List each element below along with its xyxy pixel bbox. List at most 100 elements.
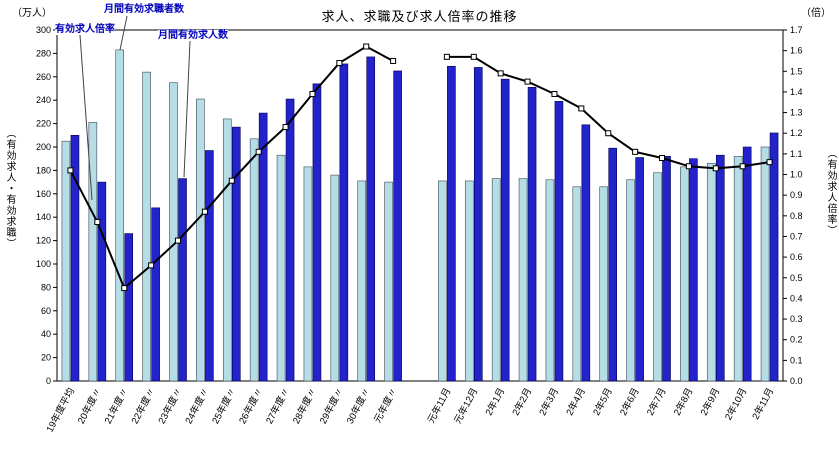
bar-seekers (276, 154, 286, 382)
x-tick-label: 28年度〃 (290, 386, 319, 426)
left-tick-label: 200 (36, 142, 51, 152)
left-axis-label: （有効求人・有効求職） (4, 128, 15, 249)
left-tick-label: 240 (36, 95, 51, 105)
bar-seekers (61, 140, 71, 382)
left-tick-label: 100 (36, 259, 51, 269)
x-tick-label: 2年4月 (564, 386, 588, 418)
x-tick-label: 23年度〃 (156, 386, 185, 426)
bar-openings (285, 98, 295, 382)
bar-openings (500, 78, 510, 382)
bar-seekers (599, 186, 609, 382)
bar-openings (473, 67, 483, 382)
bar-openings (554, 101, 564, 382)
bar-seekers (653, 172, 662, 382)
bar-openings (527, 87, 537, 382)
left-axis-unit: （万人） (12, 8, 52, 19)
bar-seekers (142, 71, 151, 382)
x-tick-label: 24年度〃 (183, 386, 212, 426)
right-tick-label: 0.1 (790, 355, 803, 365)
ratio-marker (470, 53, 477, 60)
x-tick-label: 29年度〃 (317, 386, 346, 426)
ratio-marker (659, 155, 665, 162)
bar-seekers (303, 166, 313, 382)
ratio-marker (685, 163, 692, 170)
legend-seekers-label: 月間有効求職者数 (104, 4, 184, 15)
right-tick-label: 0.7 (790, 231, 803, 241)
right-tick-label: 0.8 (790, 211, 803, 221)
left-tick-label: 20 (41, 353, 51, 363)
x-tick-label: 19年度平均 (44, 386, 77, 435)
right-tick-label: 0.0 (790, 376, 803, 386)
left-tick-label: 260 (36, 72, 51, 82)
ratio-marker (739, 163, 746, 170)
ratio-marker (175, 237, 181, 244)
bar-seekers (169, 82, 178, 382)
right-tick-label: 1.3 (790, 108, 803, 118)
right-axis-label: （有効求人倍率） (825, 148, 836, 236)
bar-seekers (545, 179, 555, 382)
bar-openings (178, 178, 187, 382)
bar-seekers (464, 180, 474, 382)
x-tick-label: 22年度〃 (129, 386, 158, 426)
bar-seekers (115, 49, 125, 382)
left-tick-label: 160 (36, 189, 51, 199)
bar-openings (339, 63, 349, 382)
right-tick-label: 0.6 (790, 252, 803, 262)
bar-seekers (384, 181, 393, 382)
left-tick-label: 300 (36, 25, 51, 35)
legend-ratio-label: 有効求人倍率 (55, 24, 115, 35)
bar-seekers (760, 146, 770, 382)
annotation-leader-line (119, 15, 128, 51)
left-tick-label: 180 (36, 165, 51, 175)
bar-openings (715, 154, 725, 382)
left-tick-label: 60 (41, 306, 51, 316)
ratio-marker (336, 60, 343, 67)
bar-seekers (680, 166, 689, 382)
left-tick-label: 40 (41, 329, 51, 339)
x-tick-label: 2年3月 (537, 386, 561, 418)
ratio-marker (94, 219, 101, 226)
annotation-leader-line (79, 34, 93, 201)
x-tick-label: 21年度〃 (102, 386, 131, 426)
bar-seekers (357, 180, 367, 382)
ratio-marker (497, 70, 504, 77)
x-tick-label: 2年2月 (510, 386, 534, 418)
ratio-marker (255, 148, 262, 155)
ratio-marker (390, 57, 397, 64)
x-tick-label: 2年9月 (698, 386, 722, 418)
bar-seekers (491, 178, 501, 382)
bar-seekers (249, 138, 259, 382)
right-tick-label: 1.4 (790, 87, 803, 97)
bar-openings (447, 65, 456, 382)
x-tick-label: 2年6月 (617, 386, 641, 418)
right-axis-unit: （倍） (801, 8, 831, 19)
x-tick-label: 2年1月 (483, 386, 507, 418)
plot-border (56, 29, 784, 382)
ratio-marker (632, 148, 639, 155)
bar-openings (70, 135, 80, 382)
bar-openings (366, 56, 376, 382)
right-tick-label: 0.4 (790, 293, 803, 303)
ratio-marker (766, 159, 773, 166)
ratio-marker (228, 177, 235, 184)
right-tick-label: 0.2 (790, 335, 803, 345)
bar-openings (689, 158, 698, 382)
left-tick-label: 220 (36, 119, 51, 129)
bar-seekers (88, 122, 98, 382)
x-tick-label: 2年10月 (722, 386, 749, 422)
annotation-leader-line (183, 40, 191, 178)
ratio-marker (605, 130, 612, 137)
bar-seekers (438, 180, 447, 382)
bar-seekers (706, 163, 716, 382)
ratio-marker (309, 91, 316, 98)
ratio-marker (148, 262, 155, 269)
x-tick-label: 元年度〃 (371, 386, 399, 425)
bar-openings (608, 147, 618, 382)
ratio-marker (524, 78, 531, 85)
ratio-marker (578, 105, 585, 112)
x-tick-label: 20年度〃 (75, 386, 104, 426)
x-tick-label: 元年12月 (451, 386, 480, 426)
ratio-line (446, 55, 770, 170)
